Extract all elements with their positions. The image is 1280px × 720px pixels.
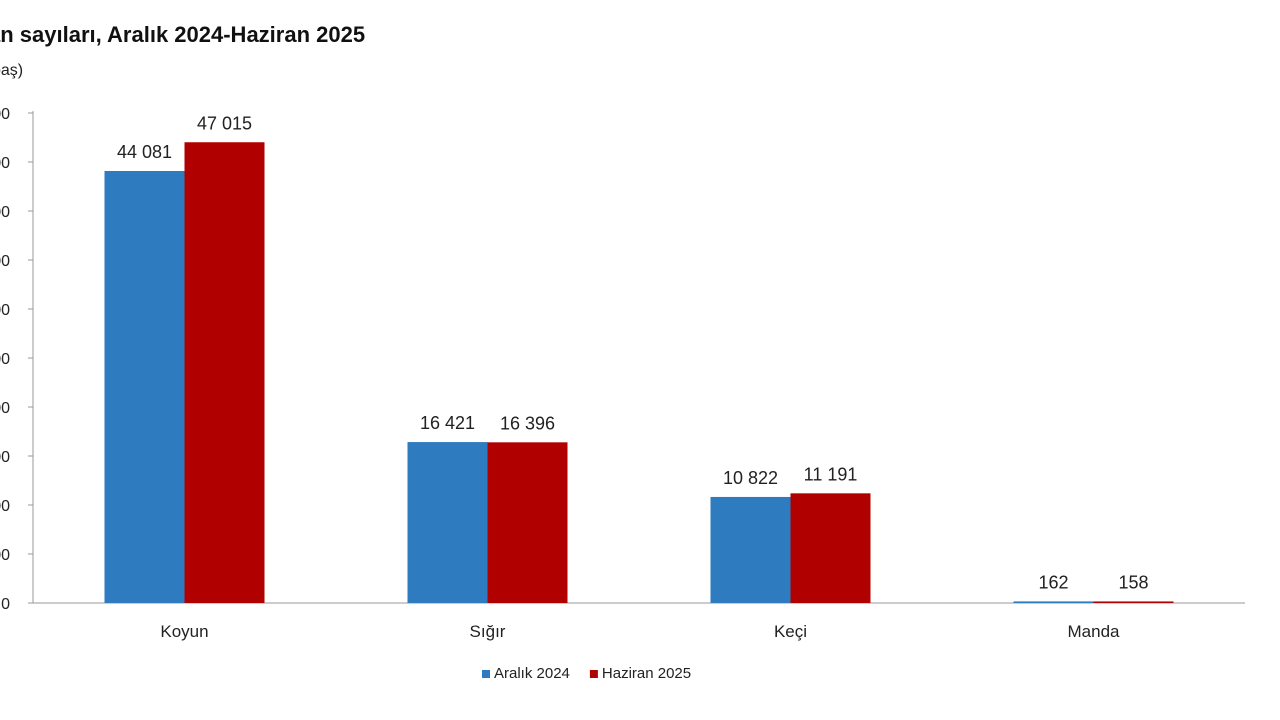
data-label: 158 [1118, 572, 1148, 592]
bar [710, 496, 791, 603]
y-tick-label: 00 [0, 351, 10, 368]
bars [104, 142, 1174, 604]
bar [407, 442, 488, 603]
y-tick-label: 00 [0, 302, 10, 319]
data-label: 10 822 [723, 468, 778, 488]
legend-label: Haziran 2025 [602, 665, 691, 682]
data-label: 162 [1038, 572, 1068, 592]
y-tick-label: 00 [0, 449, 10, 466]
legend-swatch [589, 670, 598, 678]
bar [184, 142, 265, 604]
y-tick-label: 00 [0, 400, 10, 417]
bar [1013, 601, 1094, 603]
y-tick-label: 00 [0, 204, 10, 221]
legend: Aralık 2024 Haziran 2025 [482, 665, 691, 682]
x-tick-label: Koyun [160, 622, 208, 641]
bar [487, 442, 568, 603]
legend-label: Aralık 2024 [494, 665, 570, 682]
legend-swatch [482, 670, 490, 678]
data-labels: 44 081 47 015 16 421 16 396 10 822 11 191 162 1… [117, 113, 1149, 592]
x-tick-label: Keçi [774, 622, 807, 641]
data-label: 16 421 [420, 413, 475, 433]
data-label: 16 396 [500, 413, 555, 433]
bar [1093, 601, 1174, 603]
y-tick-label: 00 [0, 547, 10, 564]
y-tick-label: 00 [0, 155, 10, 172]
y-tick-label: 00 [0, 498, 10, 515]
y-tick-label: 0 [1, 596, 10, 613]
data-label: 11 191 [804, 464, 858, 484]
data-label: 44 081 [117, 142, 172, 162]
y-tick-label: 00 [0, 106, 10, 123]
y-axis-unit-label: baş) [0, 62, 24, 79]
x-tick-label: Manda [1068, 622, 1121, 641]
x-tick-label: Sığır [470, 622, 506, 641]
chart-title: an sayıları, Aralık 2024-Haziran 2025 [0, 22, 366, 47]
y-tick-label: 00 [0, 253, 10, 270]
data-label: 47 015 [197, 113, 252, 133]
bar [104, 171, 185, 603]
bar [790, 493, 871, 603]
